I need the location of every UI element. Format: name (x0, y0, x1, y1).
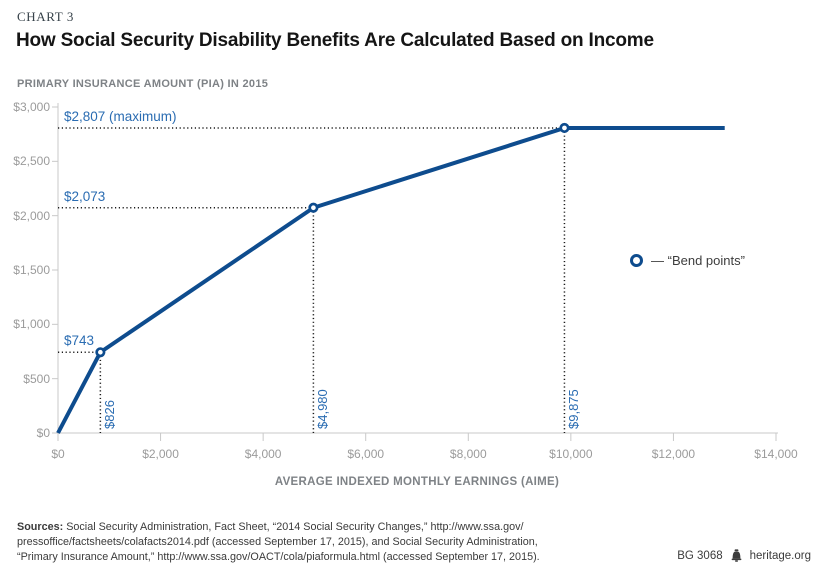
heritage-bell-icon (731, 549, 742, 562)
pia-line (56, 125, 725, 434)
sources-line-3: “Primary Insurance Amount,” http://www.s… (17, 551, 540, 563)
bend-point-marker (308, 202, 319, 213)
sources-note: Sources: Social Security Administration,… (17, 520, 540, 565)
page-title: How Social Security Disability Benefits … (16, 30, 654, 51)
site-link: heritage.org (749, 549, 811, 562)
x-axis-title: AVERAGE INDEXED MONTHLY EARNINGS (AIME) (274, 476, 560, 488)
sources-line-1: Sources: Social Security Administration,… (17, 521, 524, 533)
legend-label: — “Bend points” (651, 253, 745, 268)
sources-label: Sources: (17, 521, 64, 533)
y-axis-title: PRIMARY INSURANCE AMOUNT (PIA) IN 2015 (17, 78, 269, 90)
bend-point-marker (95, 347, 106, 358)
doc-id: BG 3068 (677, 549, 723, 562)
bend-point-legend-icon (630, 254, 643, 267)
publication-footer: BG 3068 heritage.org (677, 549, 811, 562)
chart-number-label: CHART 3 (17, 9, 74, 24)
legend: — “Bend points” (630, 253, 745, 268)
bend-point-marker (559, 122, 570, 134)
sources-line-2: pressoffice/factsheets/colafacts2014.pdf… (17, 536, 538, 548)
